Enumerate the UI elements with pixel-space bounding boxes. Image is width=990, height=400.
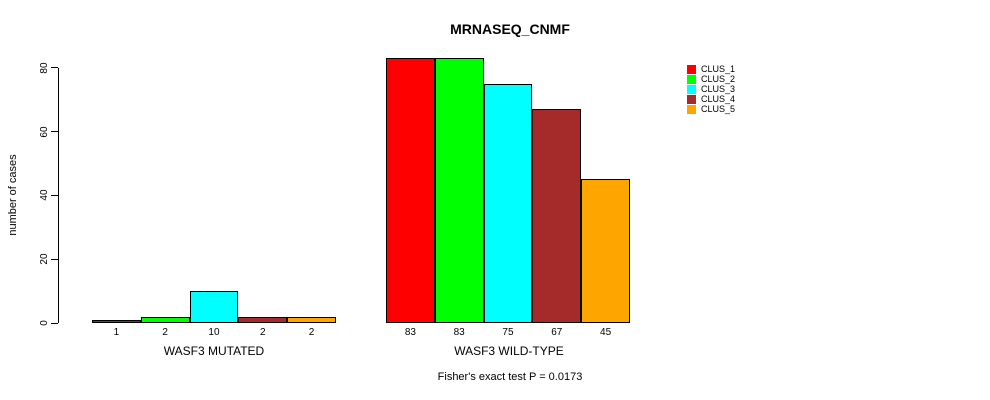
legend-swatch-clus-4 [687, 94, 696, 104]
legend-item-clus-1: CLUS_1 [687, 64, 735, 74]
bar-clus-5-wasf3-wild-type [581, 179, 630, 323]
bar-clus-4-wasf3-wild-type [532, 109, 582, 323]
bar-clus-2-wasf3-wild-type [434, 58, 484, 323]
bar-clus-5-wasf3-mutated [287, 316, 336, 323]
legend-item-clus-2: CLUS_2 [687, 74, 735, 84]
y-axis-tick-label-40: 40 [39, 189, 50, 201]
legend-label-clus-4: CLUS_4 [701, 94, 736, 104]
legend-item-clus-5: CLUS_5 [687, 104, 735, 114]
bar-value-label-clus-3-wasf3-mutated: 10 [208, 327, 220, 338]
chart-title: MRNASEQ_CNMF [450, 21, 570, 37]
y-axis-tick-20 [51, 258, 58, 260]
legend-swatch-clus-5 [687, 104, 696, 114]
bar-value-label-clus-1-wasf3-wild-type: 83 [404, 327, 416, 338]
y-axis-line [58, 67, 59, 323]
legend-swatch-clus-3 [687, 84, 696, 94]
bar-value-label-clus-5-wasf3-wild-type: 45 [600, 327, 612, 338]
legend-label-clus-3: CLUS_3 [701, 84, 736, 94]
bar-value-label-clus-2-wasf3-wild-type: 83 [453, 327, 465, 338]
fisher-test-caption: Fisher's exact test P = 0.0173 [437, 371, 583, 383]
legend-swatch-clus-1 [687, 64, 696, 74]
bar-clus-3-wasf3-mutated [189, 291, 239, 323]
bar-clus-1-wasf3-wild-type [386, 58, 435, 323]
bar-value-label-clus-4-wasf3-wild-type: 67 [551, 327, 563, 338]
y-axis-tick-40 [51, 194, 58, 196]
y-axis-tick-80 [51, 67, 58, 69]
y-axis-tick-60 [51, 131, 58, 133]
group-label-wasf3-mutated: WASF3 MUTATED [163, 344, 265, 358]
bar-value-label-clus-4-wasf3-mutated: 2 [260, 327, 266, 338]
legend-label-clus-5: CLUS_5 [701, 104, 736, 114]
y-axis-label: number of cases [7, 154, 19, 236]
y-axis-tick-label-0: 0 [39, 320, 50, 326]
bar-value-label-clus-5-wasf3-mutated: 2 [308, 327, 315, 338]
legend-swatch-clus-2 [687, 74, 696, 84]
y-axis-tick-label-80: 80 [39, 62, 50, 74]
bar-clus-2-wasf3-mutated [140, 316, 190, 323]
y-axis-tick-label-60: 60 [39, 126, 50, 138]
bar-clus-4-wasf3-mutated [238, 316, 288, 323]
legend-label-clus-2: CLUS_2 [701, 74, 736, 84]
bar-value-label-clus-3-wasf3-wild-type: 75 [502, 327, 514, 338]
bar-value-label-clus-1-wasf3-mutated: 1 [113, 327, 120, 338]
bar-clus-1-wasf3-mutated [92, 319, 141, 323]
bar-clus-3-wasf3-wild-type [483, 83, 533, 323]
bar-value-label-clus-2-wasf3-mutated: 2 [162, 327, 168, 338]
legend-label-clus-1: CLUS_1 [701, 64, 736, 74]
legend-item-clus-3: CLUS_3 [687, 84, 735, 94]
group-label-wasf3-wild-type: WASF3 WILD-TYPE [454, 344, 564, 358]
y-axis-tick-0 [51, 322, 58, 324]
legend-item-clus-4: CLUS_4 [687, 94, 735, 104]
y-axis-tick-label-20: 20 [39, 253, 50, 265]
